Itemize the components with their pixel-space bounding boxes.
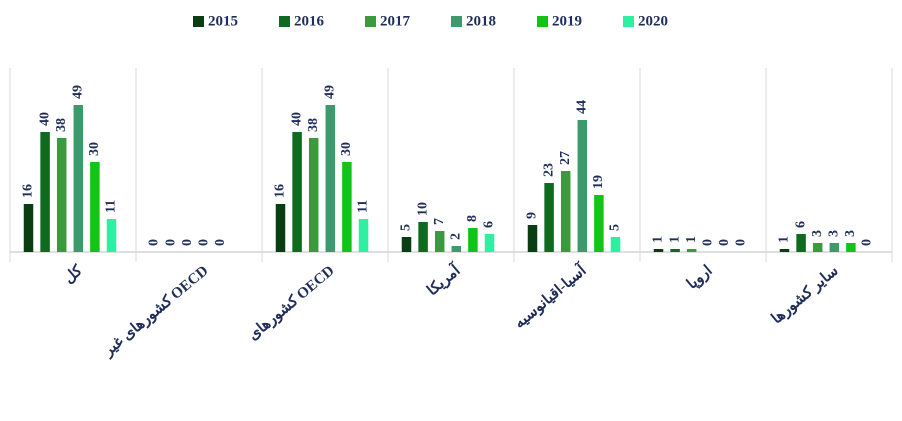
value-label: 8 xyxy=(465,215,480,222)
value-label: 9 xyxy=(525,212,540,219)
value-label: 2 xyxy=(449,233,464,240)
value-label: 0 xyxy=(734,239,749,246)
value-label: 0 xyxy=(180,239,195,246)
value-label: 3 xyxy=(810,230,825,237)
bar xyxy=(544,183,554,252)
bar xyxy=(451,246,462,252)
legend-swatch xyxy=(279,16,290,27)
value-label: 44 xyxy=(575,100,590,114)
x-tick-label: سایر کشورها xyxy=(769,263,842,328)
x-tick-label: اروپا xyxy=(684,263,716,294)
x-tick-label: کل xyxy=(61,262,86,287)
bar xyxy=(610,237,621,252)
x-tick-label: کشورهای غیر OECD xyxy=(100,263,212,360)
value-label: 23 xyxy=(541,163,556,177)
value-label: 30 xyxy=(87,142,102,156)
bar xyxy=(527,225,538,252)
value-label: 49 xyxy=(71,85,86,99)
bar xyxy=(90,162,100,252)
value-label: 0 xyxy=(717,239,732,246)
bar xyxy=(779,249,790,252)
bar xyxy=(812,243,823,252)
bar xyxy=(308,138,319,252)
legend-label: 2018 xyxy=(466,13,496,29)
value-label: 3 xyxy=(843,230,858,237)
value-label: 16 xyxy=(21,184,36,198)
value-label: 1 xyxy=(667,236,682,243)
bar xyxy=(670,249,680,252)
value-label: 11 xyxy=(104,200,119,213)
value-label: 5 xyxy=(399,224,414,231)
legend-swatch xyxy=(365,16,376,27)
value-label: 0 xyxy=(147,239,162,246)
legend-label: 2020 xyxy=(638,13,668,29)
value-label: 10 xyxy=(415,202,430,216)
bar xyxy=(560,171,571,252)
legend-swatch xyxy=(451,16,462,27)
value-label: 19 xyxy=(591,175,606,189)
bar xyxy=(358,219,369,252)
x-tick-label: کشورهای OECD xyxy=(245,263,337,344)
bar xyxy=(401,237,412,252)
value-label: 6 xyxy=(793,221,808,228)
bar xyxy=(106,219,117,252)
bar xyxy=(40,132,50,252)
value-label: 0 xyxy=(213,239,228,246)
bar xyxy=(686,249,697,252)
bar xyxy=(418,222,428,252)
legend-swatch xyxy=(537,16,548,27)
value-label: 40 xyxy=(289,112,304,126)
value-label: 3 xyxy=(827,230,842,237)
value-label: 40 xyxy=(37,112,52,126)
bar xyxy=(484,234,495,252)
value-label: 38 xyxy=(54,118,69,132)
bar xyxy=(434,231,445,252)
value-label: 30 xyxy=(339,142,354,156)
bar xyxy=(325,105,336,252)
bar xyxy=(829,243,840,252)
value-label: 27 xyxy=(558,151,573,165)
bar xyxy=(846,243,856,252)
value-label: 1 xyxy=(777,236,792,243)
value-label: 0 xyxy=(860,239,875,246)
bar xyxy=(275,204,286,252)
bar xyxy=(653,249,664,252)
value-label: 11 xyxy=(356,200,371,213)
legend-swatch xyxy=(193,16,204,27)
bar xyxy=(342,162,352,252)
bar xyxy=(594,195,604,252)
value-label: 7 xyxy=(432,218,447,225)
value-label: 1 xyxy=(651,236,666,243)
x-tick-label: آسیا-اقیانوسیه xyxy=(510,259,591,332)
value-label: 6 xyxy=(482,221,497,228)
value-label: 0 xyxy=(163,239,178,246)
bar xyxy=(73,105,84,252)
value-label: 5 xyxy=(608,224,623,231)
value-label: 38 xyxy=(306,118,321,132)
bar xyxy=(468,228,478,252)
legend-label: 2019 xyxy=(552,13,582,29)
value-label: 16 xyxy=(273,184,288,198)
value-label: 49 xyxy=(323,85,338,99)
legend-label: 2016 xyxy=(294,13,325,29)
value-label: 1 xyxy=(684,236,699,243)
x-tick-label: آمریکا xyxy=(423,259,465,299)
legend-label: 2017 xyxy=(380,13,411,29)
bar xyxy=(56,138,67,252)
value-label: 0 xyxy=(701,239,716,246)
legend-label: 2015 xyxy=(208,13,238,29)
bar xyxy=(796,234,806,252)
bar xyxy=(292,132,302,252)
value-label: 0 xyxy=(197,239,212,246)
legend-swatch xyxy=(623,16,634,27)
bar xyxy=(23,204,34,252)
bar xyxy=(577,120,588,252)
